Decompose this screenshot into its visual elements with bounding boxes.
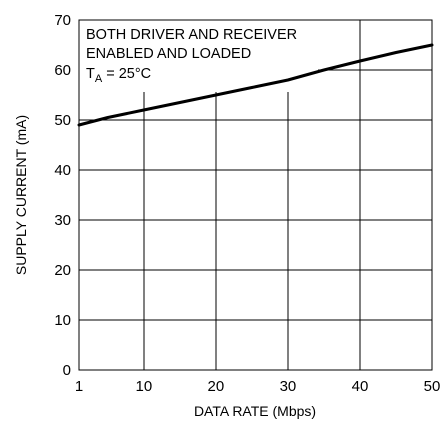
y-tick-label: 50 bbox=[54, 112, 71, 129]
grid-lines bbox=[79, 20, 432, 370]
y-axis-title: SUPPLY CURRENT (mA) bbox=[13, 115, 29, 275]
x-tick-label: 30 bbox=[280, 378, 297, 395]
x-tick-label: 50 bbox=[424, 378, 441, 395]
annotation-line-1: BOTH DRIVER AND RECEIVER bbox=[86, 27, 297, 43]
series-line bbox=[77, 43, 434, 127]
annotation-temperature: TA = 25°C bbox=[86, 66, 151, 85]
x-tick-label: 40 bbox=[352, 378, 369, 395]
y-tick-label: 10 bbox=[54, 312, 71, 329]
temp-subscript: A bbox=[95, 73, 103, 85]
y-tick-label: 20 bbox=[54, 262, 71, 279]
plot-frame bbox=[78, 19, 433, 371]
x-tick-label: 20 bbox=[208, 378, 225, 395]
y-tick-label: 60 bbox=[54, 62, 71, 79]
y-tick-label: 40 bbox=[54, 162, 71, 179]
chart-annotation: BOTH DRIVER AND RECEIVER ENABLED AND LOA… bbox=[86, 27, 297, 85]
x-axis-title: DATA RATE (Mbps) bbox=[194, 403, 316, 419]
temp-symbol: T bbox=[86, 66, 95, 82]
y-tick-label: 30 bbox=[54, 212, 71, 229]
temp-value: = 25°C bbox=[102, 66, 151, 82]
y-tick-labels: 0 10 20 30 40 50 60 70 bbox=[54, 12, 71, 379]
x-tick-labels: 1 10 20 30 40 50 bbox=[75, 378, 441, 395]
y-tick-label: 0 bbox=[63, 362, 71, 379]
x-tick-label: 1 bbox=[75, 378, 83, 395]
y-tick-label: 70 bbox=[54, 12, 71, 29]
annotation-line-2: ENABLED AND LOADED bbox=[86, 46, 251, 62]
x-tick-label: 10 bbox=[135, 378, 152, 395]
